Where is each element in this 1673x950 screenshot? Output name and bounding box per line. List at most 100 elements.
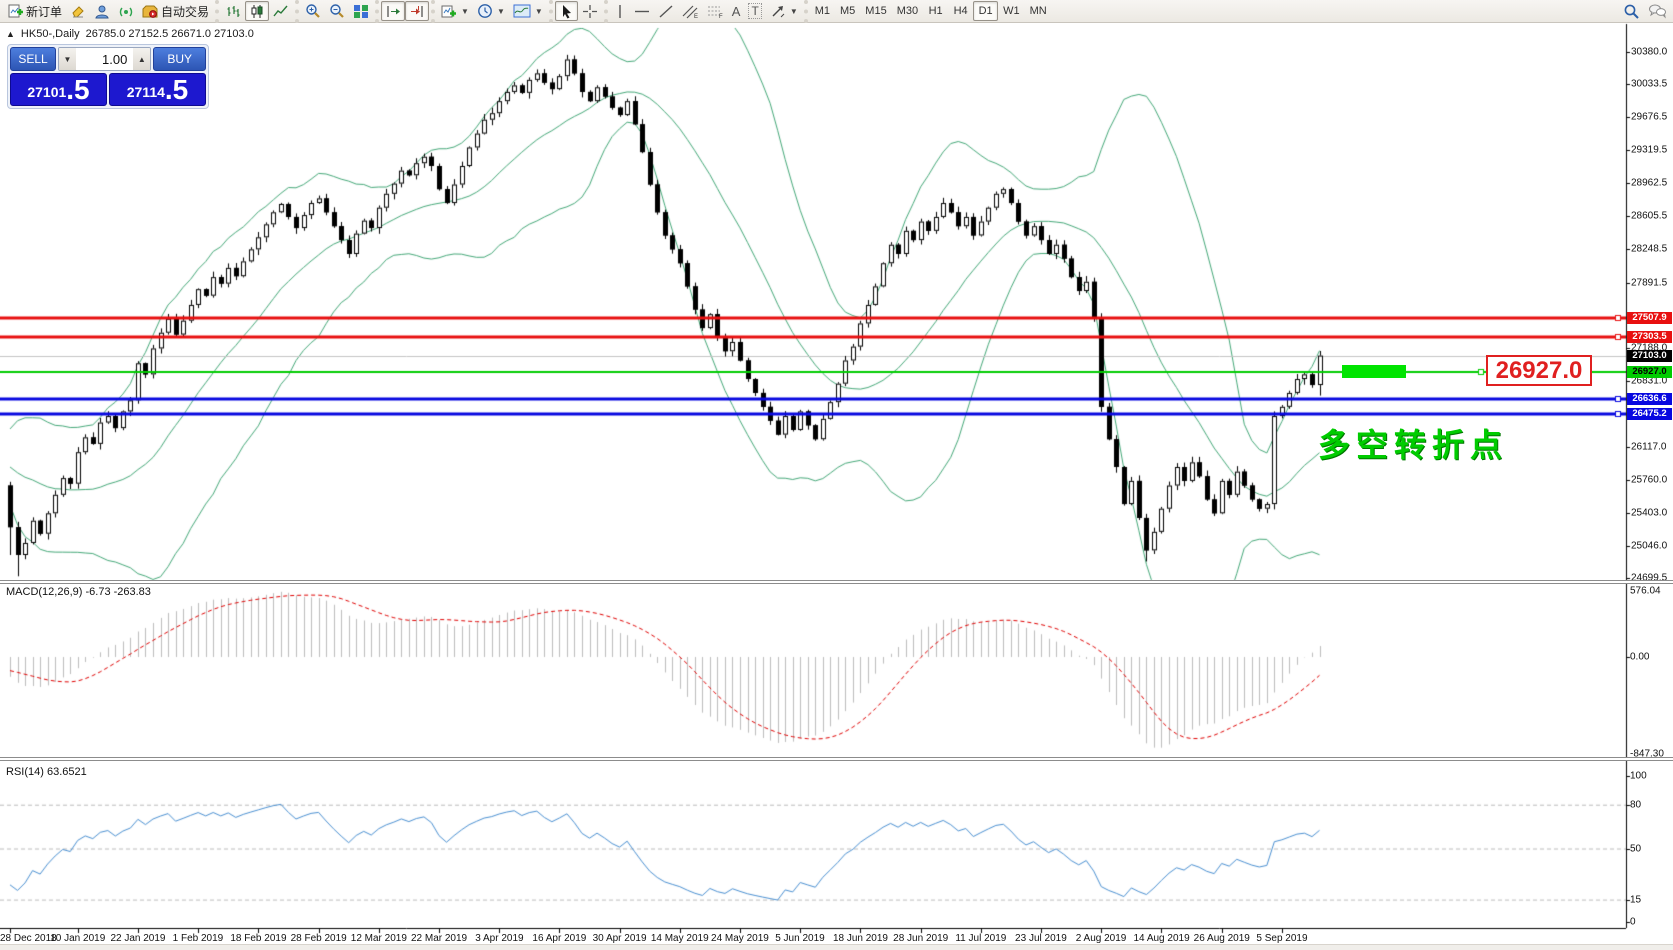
price-annotation-box[interactable]: 26927.0 <box>1486 355 1592 386</box>
new-order-button[interactable]: 新订单 <box>4 1 66 21</box>
rsi-scale-tick: 0 <box>1630 916 1636 928</box>
period-caret-icon[interactable]: ▼ <box>496 6 505 16</box>
period-button[interactable]: ▼ <box>473 1 509 21</box>
text-tool-icon: A <box>731 3 741 19</box>
search-icon <box>1624 4 1639 19</box>
macd-scale-tick: -847.30 <box>1630 748 1664 760</box>
arrows-caret-icon[interactable]: ▼ <box>789 6 798 16</box>
timeframe-d1[interactable]: D1 <box>973 1 999 21</box>
rsi-name: RSI(14) <box>6 766 44 778</box>
price-axis-tick: 30380.0 <box>1631 46 1668 58</box>
date-axis-label: 12 Mar 2019 <box>350 933 407 944</box>
date-axis-label: 3 Apr 2019 <box>475 933 524 944</box>
one-click-trade-panel: SELL ▼ 1.00 ▲ BUY 27101 .5 27114 .5 <box>7 44 209 109</box>
eraser-button[interactable] <box>66 1 90 21</box>
timeframe-h4[interactable]: H4 <box>953 5 968 17</box>
profile-button[interactable] <box>90 1 114 21</box>
date-axis-label: 14 May 2019 <box>650 933 709 944</box>
price-axis-tick: 25760.0 <box>1631 474 1668 486</box>
bar-chart-icon <box>227 5 240 17</box>
tile-windows-button[interactable] <box>349 1 373 21</box>
new-chart-button[interactable]: ▼ <box>437 1 473 21</box>
cursor-tool-button[interactable] <box>554 1 578 21</box>
candlestick-chart-button[interactable] <box>245 1 270 21</box>
text-tool-button[interactable]: A <box>728 1 745 21</box>
zoom-in-icon <box>306 4 320 18</box>
date-axis-label: 5 Sep 2019 <box>1256 933 1308 944</box>
zoom-out-icon <box>330 4 344 18</box>
sell-price-display[interactable]: 27101 .5 <box>10 73 107 106</box>
zoom-in-button[interactable] <box>301 1 325 21</box>
buy-price-main: 27114 <box>126 84 165 100</box>
rsi-value: 63.6521 <box>46 766 87 778</box>
chat-button[interactable] <box>1644 1 1671 21</box>
signal-button[interactable] <box>114 1 138 21</box>
new-chart-caret-icon[interactable]: ▼ <box>461 6 469 16</box>
volume-spinner: ▼ 1.00 ▲ <box>58 47 152 71</box>
buy-price-display[interactable]: 27114 .5 <box>109 73 206 106</box>
auto-scroll-button[interactable] <box>405 1 430 21</box>
search-button[interactable] <box>1619 1 1644 21</box>
arrows-tool-button[interactable]: ▼ <box>766 1 802 21</box>
macd-name: MACD(12,26,9) <box>6 586 83 598</box>
price-level-badge: 27303.5 <box>1627 331 1672 344</box>
new-chart-icon <box>441 5 457 17</box>
horizontal-line-tool-button[interactable] <box>630 1 654 21</box>
line-chart-button[interactable] <box>269 1 293 21</box>
template-caret-icon[interactable]: ▼ <box>534 6 543 16</box>
signal-icon <box>119 7 133 16</box>
svg-text:F: F <box>719 14 723 19</box>
zoom-out-button[interactable] <box>325 1 349 21</box>
date-axis-label: 2 Aug 2019 <box>1075 933 1127 944</box>
symbol-period-label: HK50-,Daily <box>20 28 80 40</box>
fibonacci-tool-button[interactable]: F <box>703 1 728 21</box>
main-toolbar: 新订单 自动交易 <box>0 0 1673 23</box>
bottom-strip <box>0 944 1673 950</box>
timeframe-h1[interactable]: H1 <box>928 5 943 17</box>
chart-shift-button[interactable] <box>381 1 406 21</box>
date-axis-label: 24 May 2019 <box>711 933 769 944</box>
date-axis-label: 16 Apr 2019 <box>532 933 587 944</box>
timeframe-m1[interactable]: M1 <box>814 5 831 17</box>
date-axis-label: 22 Mar 2019 <box>410 933 468 944</box>
macd-scale-tick: 0.00 <box>1630 651 1650 663</box>
date-axis-label: 10 Jan 2019 <box>50 933 106 944</box>
price-level-badge: 26927.0 <box>1627 365 1672 378</box>
timeframe-m30[interactable]: M30 <box>896 5 919 17</box>
price-axis-tick: 29676.5 <box>1631 111 1668 123</box>
bar-chart-button[interactable] <box>221 1 245 21</box>
price-axis-tick: 26831.0 <box>1631 375 1668 387</box>
timeframe-w1[interactable]: W1 <box>1003 5 1020 17</box>
highlight-rectangle[interactable] <box>1342 365 1406 378</box>
volume-decrease-button[interactable]: ▼ <box>59 48 76 70</box>
volume-value[interactable]: 1.00 <box>102 51 128 67</box>
date-axis-label: 14 Aug 2019 <box>1133 933 1190 944</box>
trendline-icon <box>659 4 673 18</box>
price-axis-tick: 28605.5 <box>1631 210 1668 222</box>
buy-button[interactable]: BUY <box>153 47 206 71</box>
horizontal-line-icon <box>634 10 649 12</box>
trendline-tool-button[interactable] <box>654 1 678 21</box>
timeframe-m5[interactable]: M5 <box>840 5 856 17</box>
sell-button[interactable]: SELL <box>10 47 56 71</box>
date-axis-label: 28 Feb 2019 <box>290 933 347 944</box>
autotrade-button[interactable]: 自动交易 <box>138 1 213 21</box>
template-button[interactable]: ▼ <box>509 1 547 21</box>
timeframe-mn[interactable]: MN <box>1029 5 1047 17</box>
macd-pane-separator[interactable] <box>0 580 1673 584</box>
channel-tool-button[interactable]: E <box>678 1 703 21</box>
text-label-tool-button[interactable]: T <box>744 1 765 21</box>
autotrade-icon <box>142 5 158 18</box>
price-axis-tick: 24699.5 <box>1631 572 1668 584</box>
timeframe-m15[interactable]: M15 <box>865 5 887 17</box>
volume-increase-button[interactable]: ▲ <box>133 48 151 70</box>
crosshair-tool-button[interactable] <box>578 1 602 21</box>
collapse-icon[interactable]: ▲ <box>6 29 15 39</box>
vertical-line-tool-button[interactable] <box>610 1 630 21</box>
timeframe-group: M1 M5 M15 M30 H1 H4 D1 W1 MN <box>803 0 1054 23</box>
rsi-pane-separator[interactable] <box>0 757 1673 761</box>
macd-values: -6.73 -263.83 <box>85 586 151 598</box>
price-level-badge: 26636.6 <box>1627 392 1672 405</box>
price-level-badge: 26475.2 <box>1627 407 1672 420</box>
